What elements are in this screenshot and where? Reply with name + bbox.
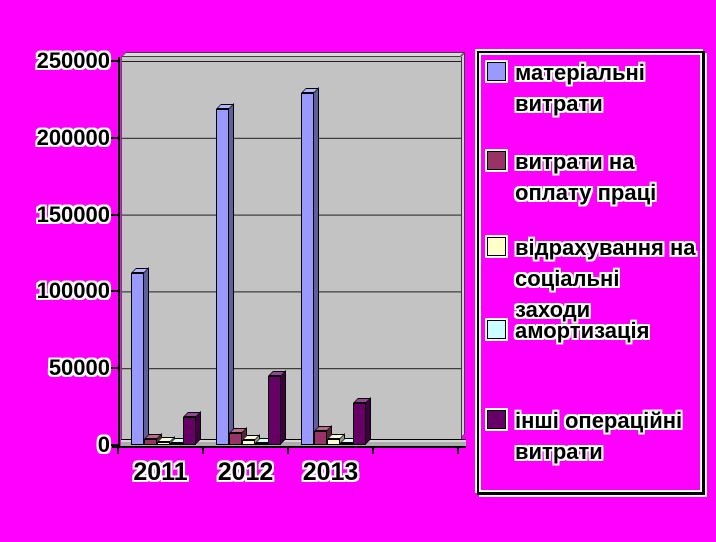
legend-item-other-operating-costs: інші операційні витрати	[487, 405, 697, 467]
legend-swatch-depreciation	[487, 320, 506, 339]
y-axis-tick	[111, 60, 119, 62]
bar-2011-series-1	[144, 439, 157, 445]
legend-label: інші операційні витрати	[515, 408, 683, 464]
y-axis-tick	[111, 214, 119, 216]
x-axis-label-2012: 2012	[217, 458, 274, 486]
bar-2013-series-0	[301, 93, 314, 445]
x-axis-line	[112, 446, 466, 448]
legend-swatch-material-costs	[487, 62, 506, 81]
legend-item-depreciation: амортизація	[487, 315, 697, 346]
x-axis-tick	[202, 448, 204, 454]
y-axis-tick	[111, 137, 119, 139]
bar-2013-series-2	[327, 439, 340, 445]
bar-2013-series-3	[340, 443, 353, 445]
y-axis-label: 250000	[36, 48, 110, 73]
bar-2012-series-1	[229, 433, 242, 445]
y-axis-line	[118, 57, 120, 448]
bar-2011-series-4	[183, 417, 196, 445]
legend: матеріальні витрати витрати на оплату пр…	[477, 51, 705, 495]
plot-floor	[121, 439, 466, 447]
legend-swatch-labor-costs	[487, 151, 506, 170]
y-axis-label: 150000	[36, 202, 110, 227]
y-axis-tick	[111, 290, 119, 292]
x-axis-label-2011: 2011	[133, 458, 188, 486]
y-axis-label: 200000	[36, 125, 110, 150]
y-axis-label: 100000	[36, 278, 110, 303]
legend-label: відрахування на соціальні заходи	[515, 235, 696, 322]
y-axis-tick	[111, 444, 119, 446]
bar-2012-series-3	[255, 443, 268, 445]
legend-item-material-costs: матеріальні витрати	[487, 57, 697, 119]
x-axis-tick	[372, 448, 374, 454]
legend-item-labor-costs: витрати на оплату праці	[487, 146, 697, 208]
bar-2012-series-0	[216, 109, 229, 445]
legend-label: матеріальні витрати	[515, 60, 645, 116]
x-axis-tick	[457, 448, 459, 454]
bar-2011-series-0	[131, 273, 144, 445]
legend-swatch-social-contributions	[487, 237, 506, 256]
bar-2011-series-2	[157, 442, 170, 445]
legend-label: амортизація	[515, 318, 650, 343]
y-axis-label: 0	[97, 432, 110, 457]
bar-2012-series-2	[242, 440, 255, 445]
x-axis-tick	[287, 448, 289, 454]
x-axis-tick	[117, 448, 119, 454]
bar-2011-series-3	[170, 443, 183, 445]
legend-swatch-other-operating-costs	[487, 410, 506, 429]
y-axis-tick	[111, 367, 119, 369]
x-axis-label-2013: 2013	[302, 458, 359, 486]
plot-wall	[121, 57, 462, 439]
legend-item-social-contributions: відрахування на соціальні заходи	[487, 232, 697, 325]
legend-label: витрати на оплату праці	[515, 149, 657, 205]
bar-2013-series-4	[353, 403, 366, 445]
bar-2012-series-4	[268, 376, 281, 445]
bar-2013-series-1	[314, 431, 327, 445]
y-axis-label: 50000	[48, 355, 110, 380]
